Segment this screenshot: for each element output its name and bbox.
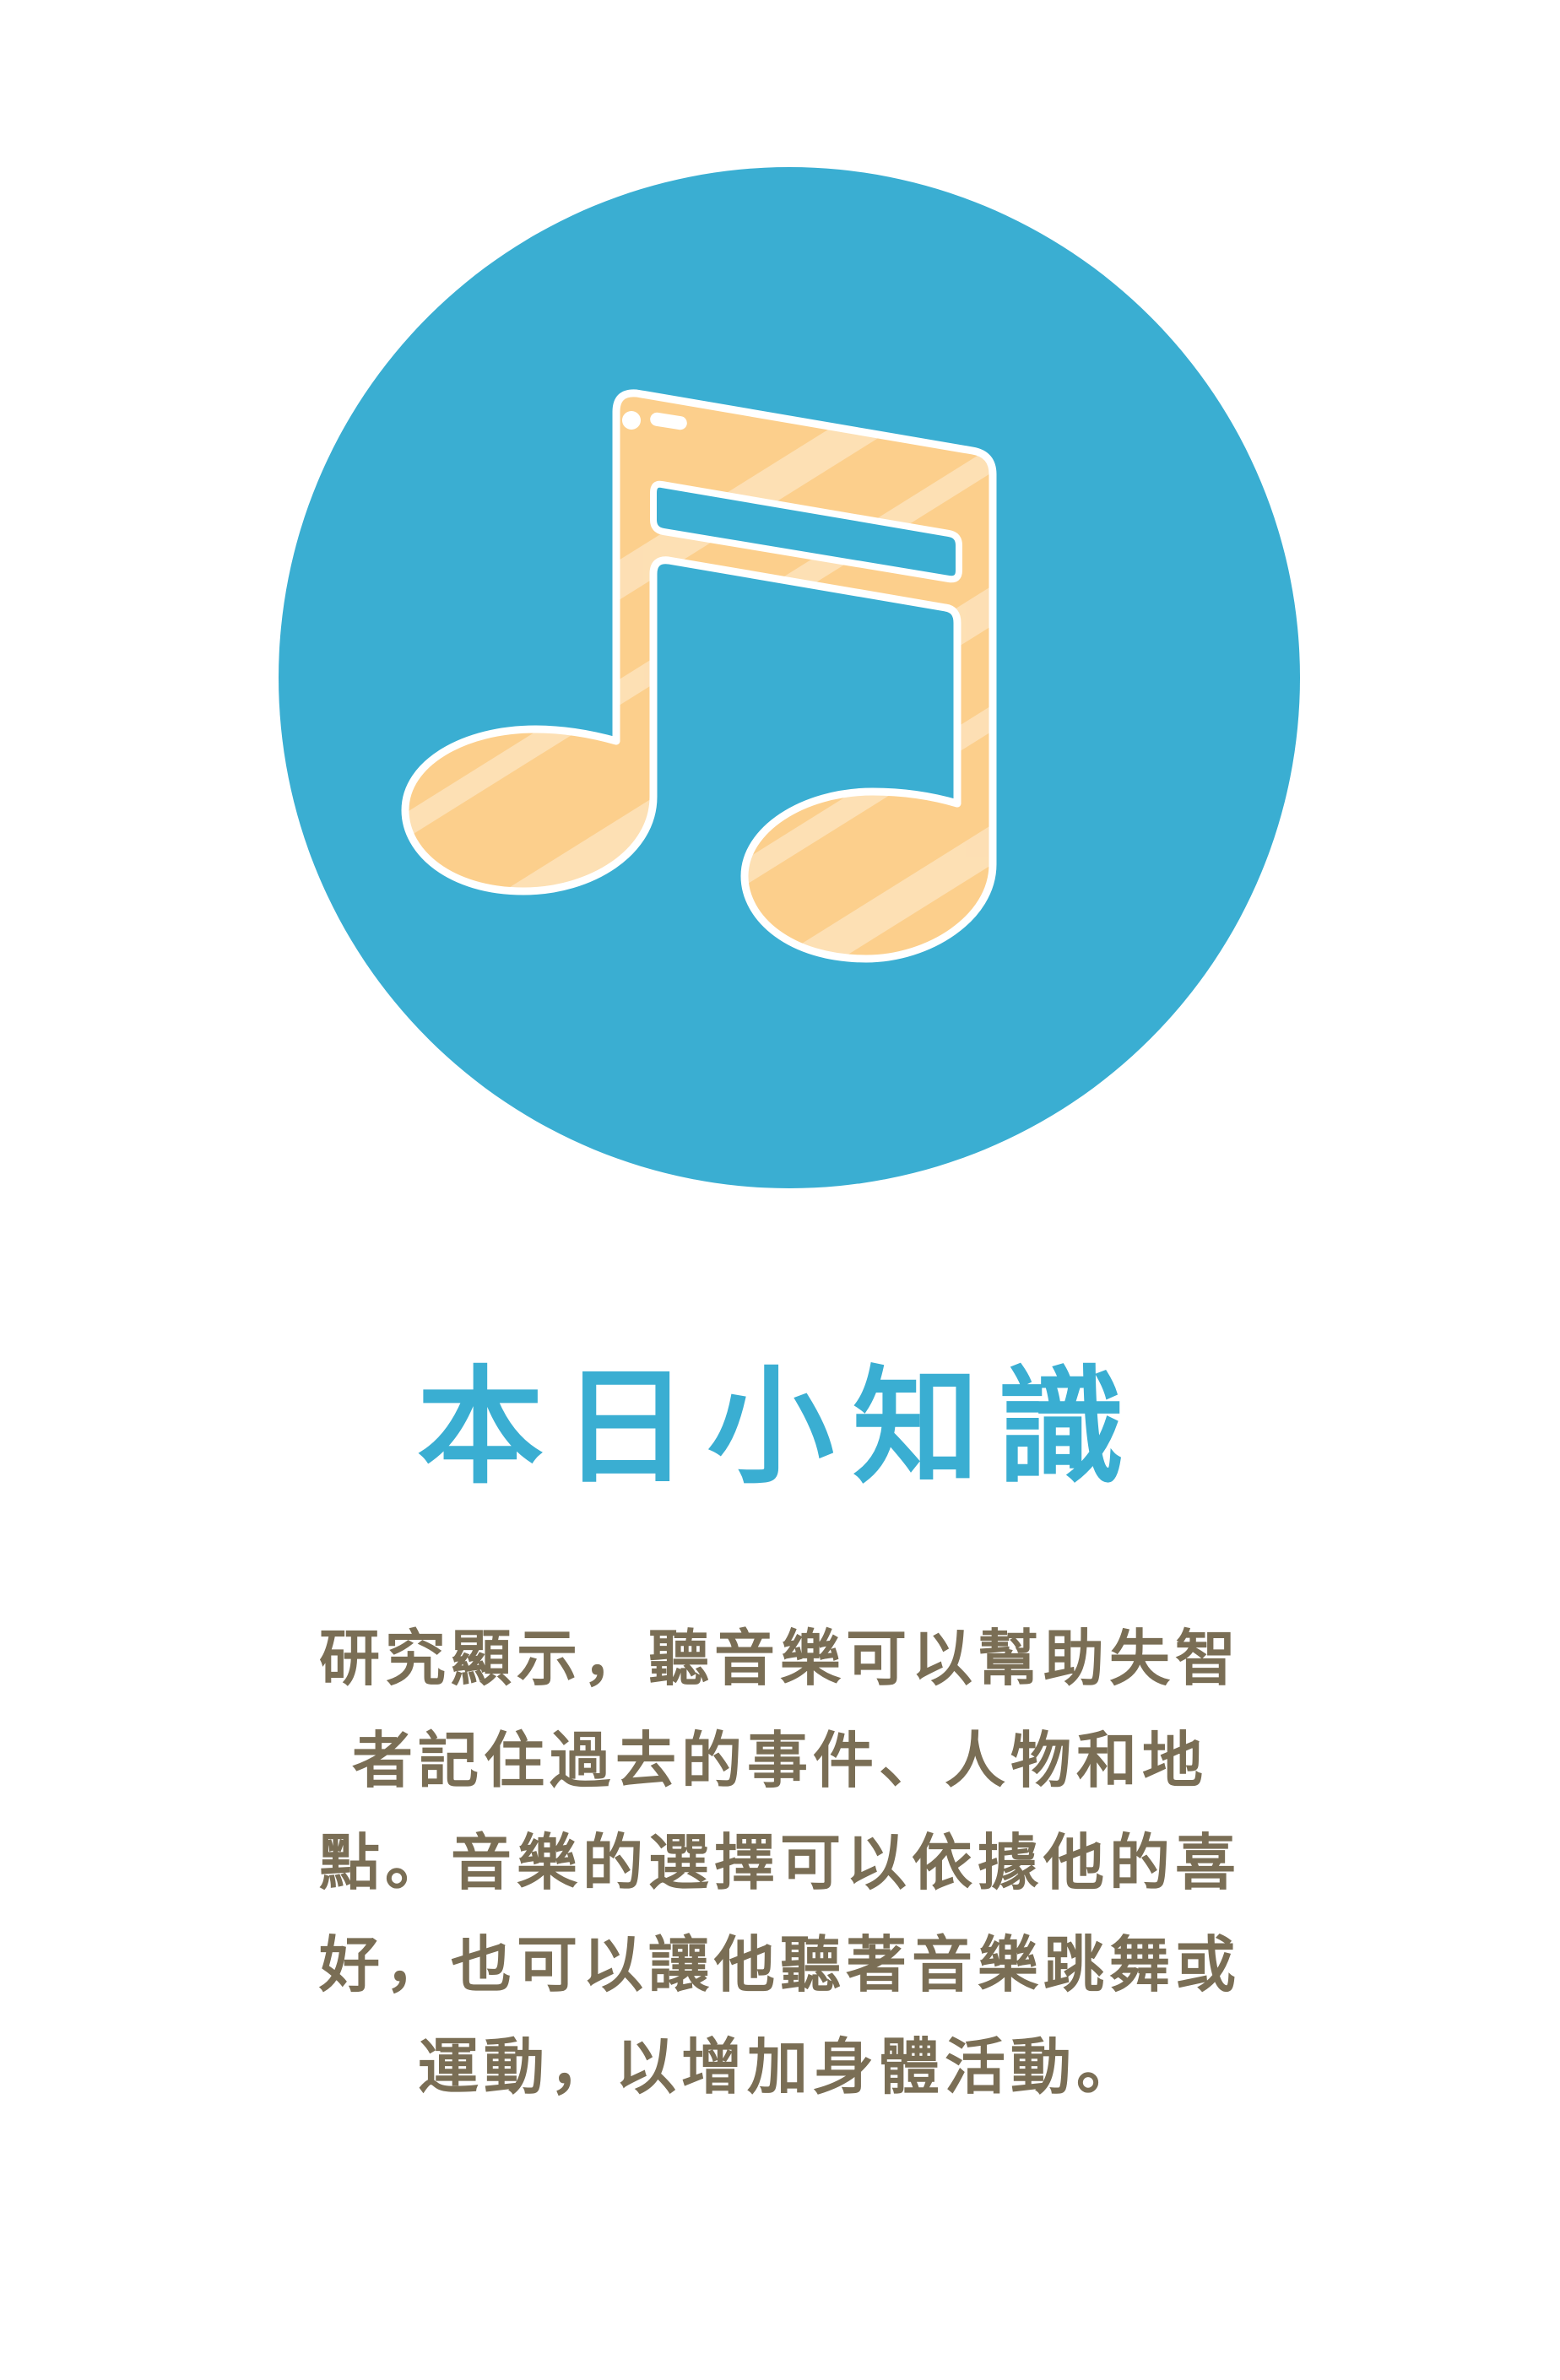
body-paragraph: 研究顯示，聽音樂可以幫助失智 者記住過去的事件、人物和地 點。音樂的選擇可以依據…: [270, 1608, 1290, 2118]
music-illustration: [279, 167, 1300, 1188]
body-line: 好，也可以讓他聽著音樂跳舞或: [318, 1929, 1241, 2000]
page-title: 本日小知識: [416, 1355, 1143, 1501]
body-line: 者記住過去的事件、人物和地: [351, 1725, 1208, 1796]
body-line: 點。音樂的選擇可以依據他的喜: [318, 1827, 1241, 1898]
body-line: 研究顯示，聽音樂可以幫助失智: [318, 1623, 1241, 1694]
music-note-icon: [279, 167, 1300, 1188]
circle-background: [279, 167, 1300, 1188]
body-line: 運動，以增加身體活動。: [417, 2031, 1142, 2102]
